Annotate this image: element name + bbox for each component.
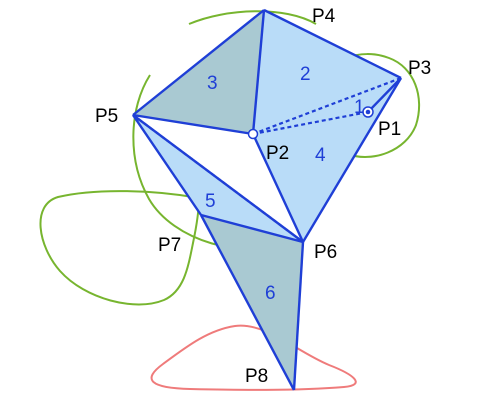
- point-marker-p2: [247, 128, 259, 140]
- region-label-4: 4: [315, 145, 326, 166]
- edge-p4-p5: [132, 9, 265, 116]
- edge-p2-p3-dashed: [252, 76, 402, 136]
- region-label-3: 3: [207, 73, 218, 94]
- point-marker-p1-inner: [365, 109, 371, 115]
- edge-p4-p2: [251, 9, 266, 135]
- edge-p2-p1-dashed: [252, 110, 369, 136]
- region-label-6: 6: [265, 283, 276, 304]
- triangle-6: [201, 215, 303, 390]
- red-curve-bottom: [150, 324, 357, 391]
- point-label-p2: P2: [266, 143, 289, 164]
- edge-p6-p8: [292, 241, 305, 391]
- triangle-3: [133, 10, 264, 134]
- edge-p5-p7: [132, 114, 202, 216]
- point-label-p7: P7: [158, 235, 181, 256]
- point-label-p5: P5: [95, 106, 118, 127]
- edge-p7-p6: [200, 213, 304, 244]
- point-label-p3: P3: [408, 58, 431, 79]
- green-loop-left: [39, 190, 200, 306]
- point-label-p1: P1: [378, 119, 401, 140]
- edge-p4-p3: [263, 8, 402, 80]
- edge-p5-p2: [132, 113, 254, 136]
- triangle-4: [253, 78, 401, 242]
- triangle-2: [253, 10, 401, 134]
- region-label-1: 1: [354, 97, 365, 118]
- region-label-5: 5: [205, 191, 216, 212]
- edge-p7-p8: [199, 214, 296, 391]
- point-label-p6: P6: [314, 242, 337, 263]
- edge-p5-p6-dashed: [132, 114, 304, 243]
- green-arc-top: [188, 10, 317, 25]
- edge-p3-p6: [301, 77, 403, 243]
- point-label-p4: P4: [312, 6, 336, 27]
- edge-p3-p1: [367, 77, 402, 113]
- edge-p2-p6: [251, 133, 305, 243]
- region-label-2: 2: [300, 64, 311, 85]
- point-label-p8: P8: [245, 366, 268, 387]
